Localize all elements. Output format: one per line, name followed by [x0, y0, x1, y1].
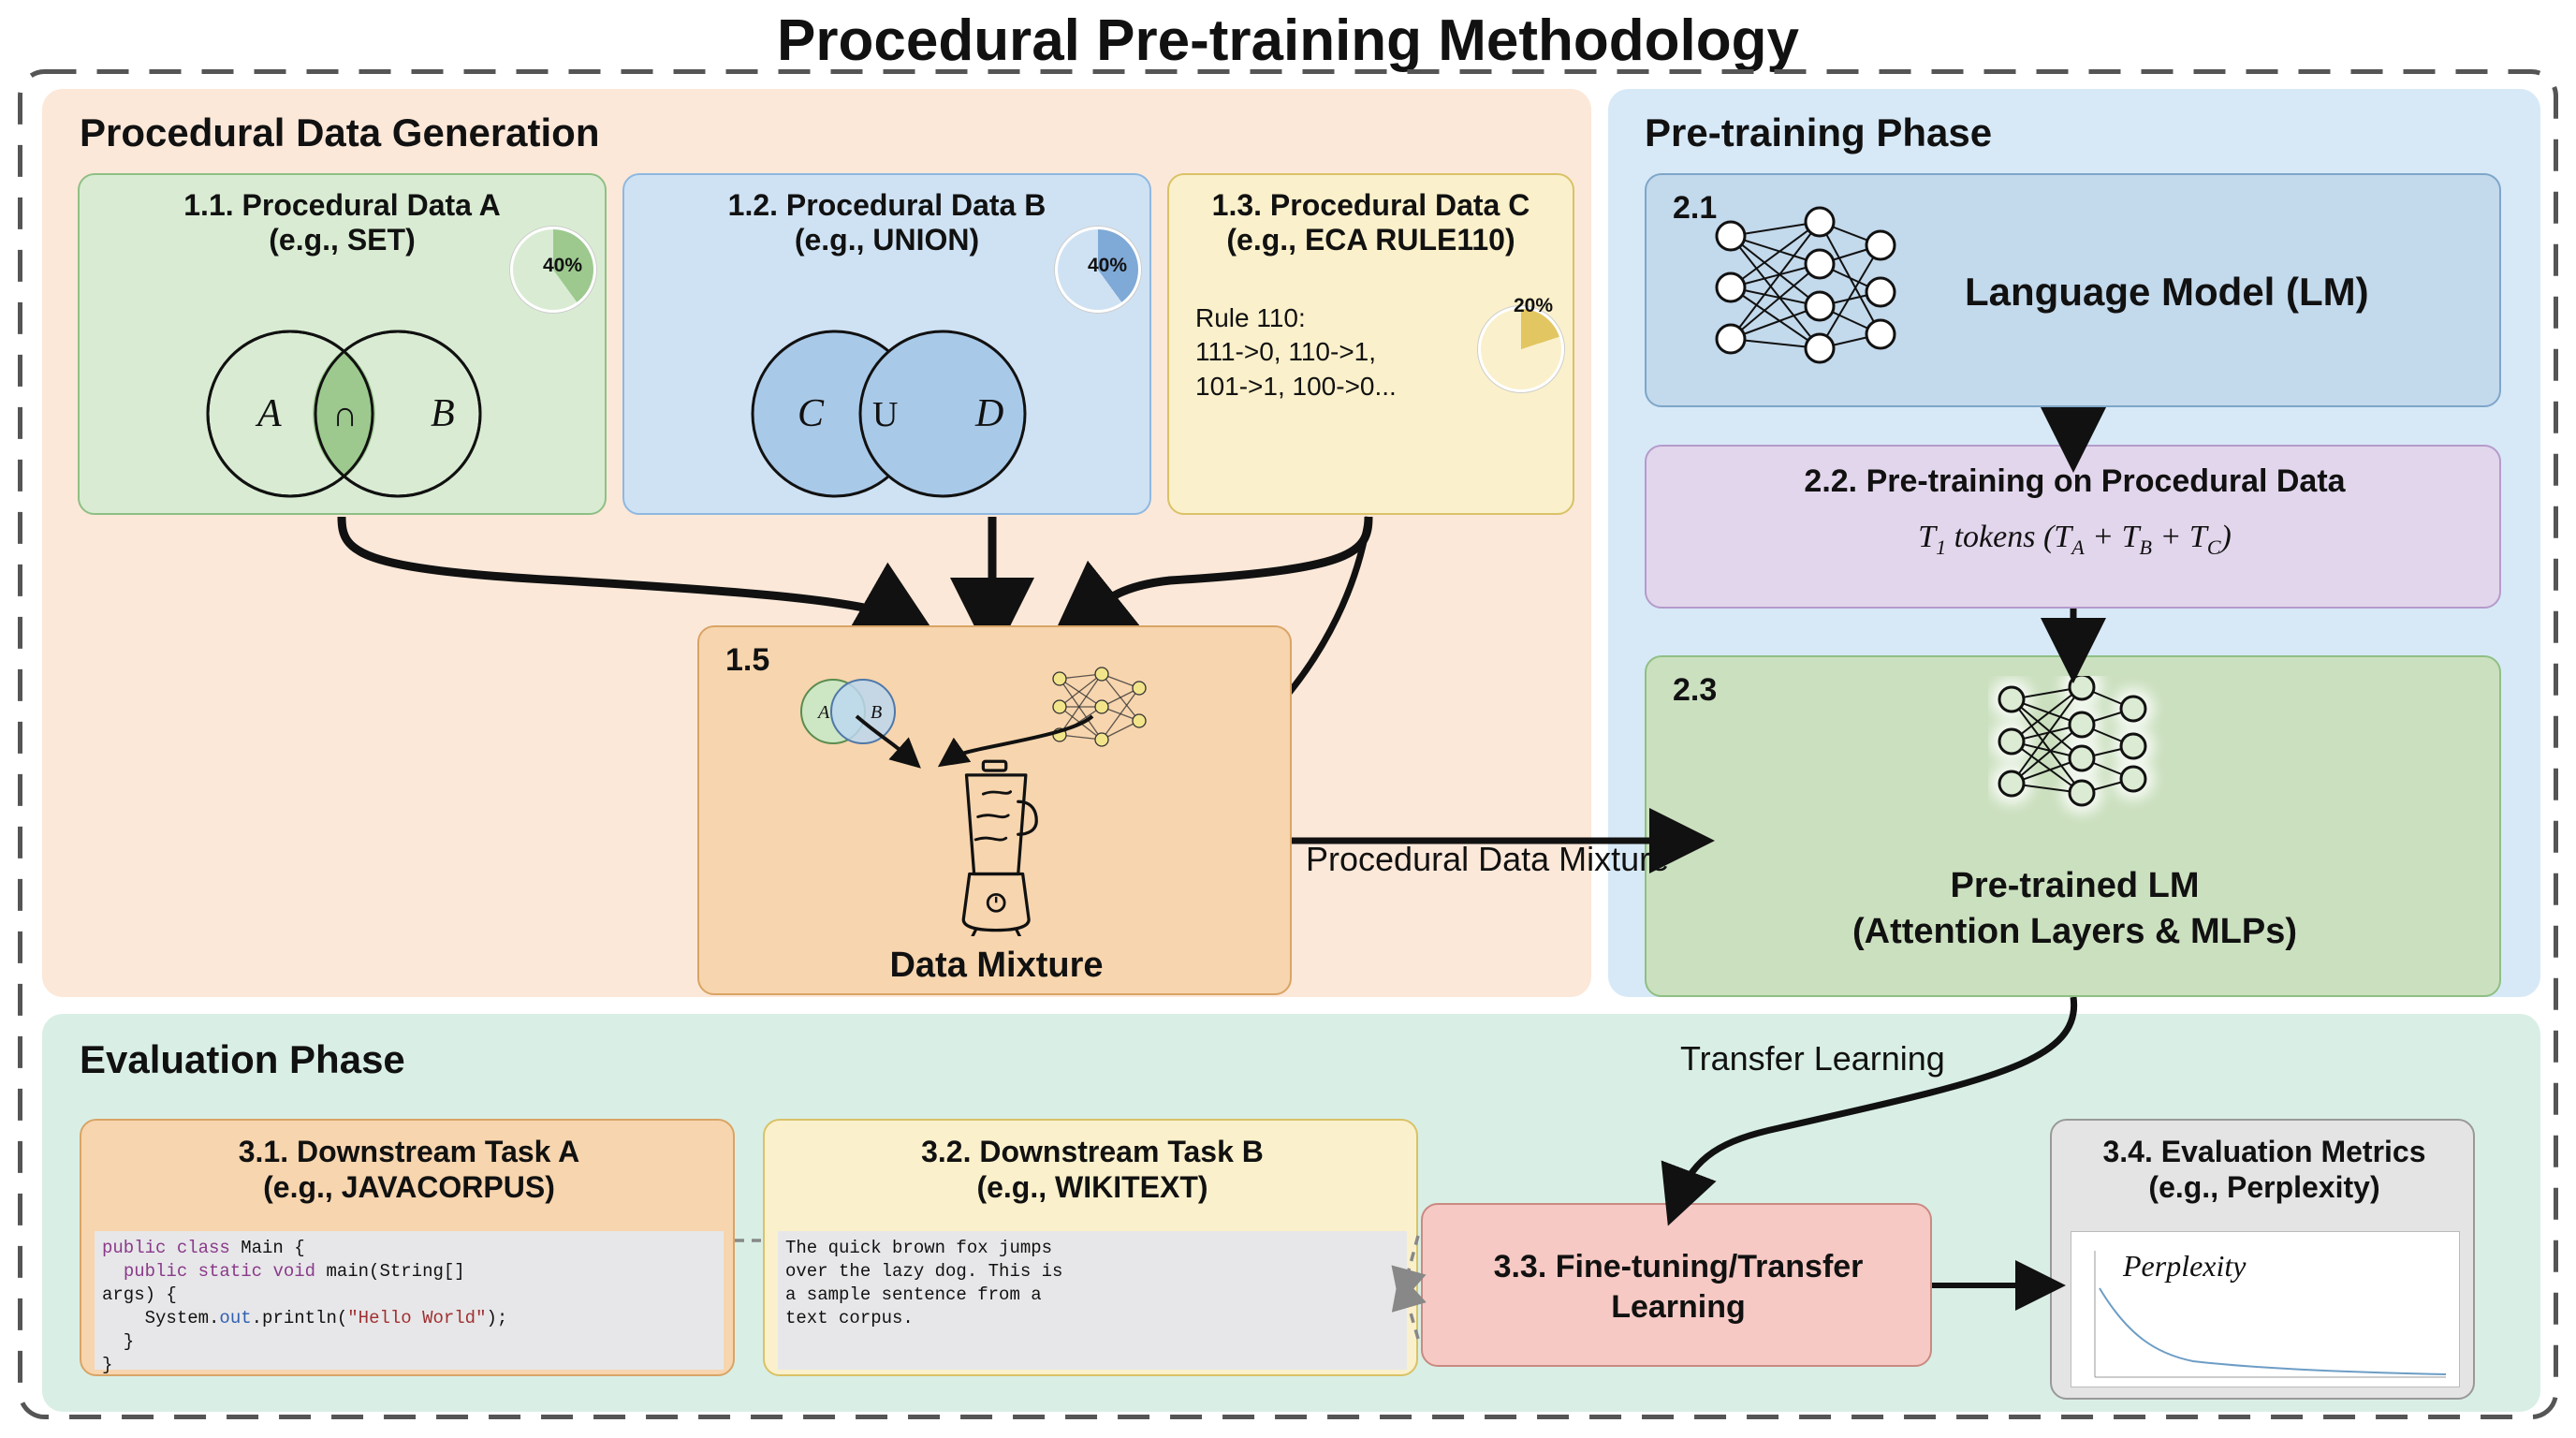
svg-text:A: A [255, 392, 282, 435]
svg-text:B: B [431, 392, 455, 435]
svg-text:D: D [974, 392, 1003, 435]
svg-text:C: C [798, 392, 825, 435]
svg-text:∩: ∩ [332, 395, 358, 434]
svg-text:U: U [872, 395, 898, 434]
